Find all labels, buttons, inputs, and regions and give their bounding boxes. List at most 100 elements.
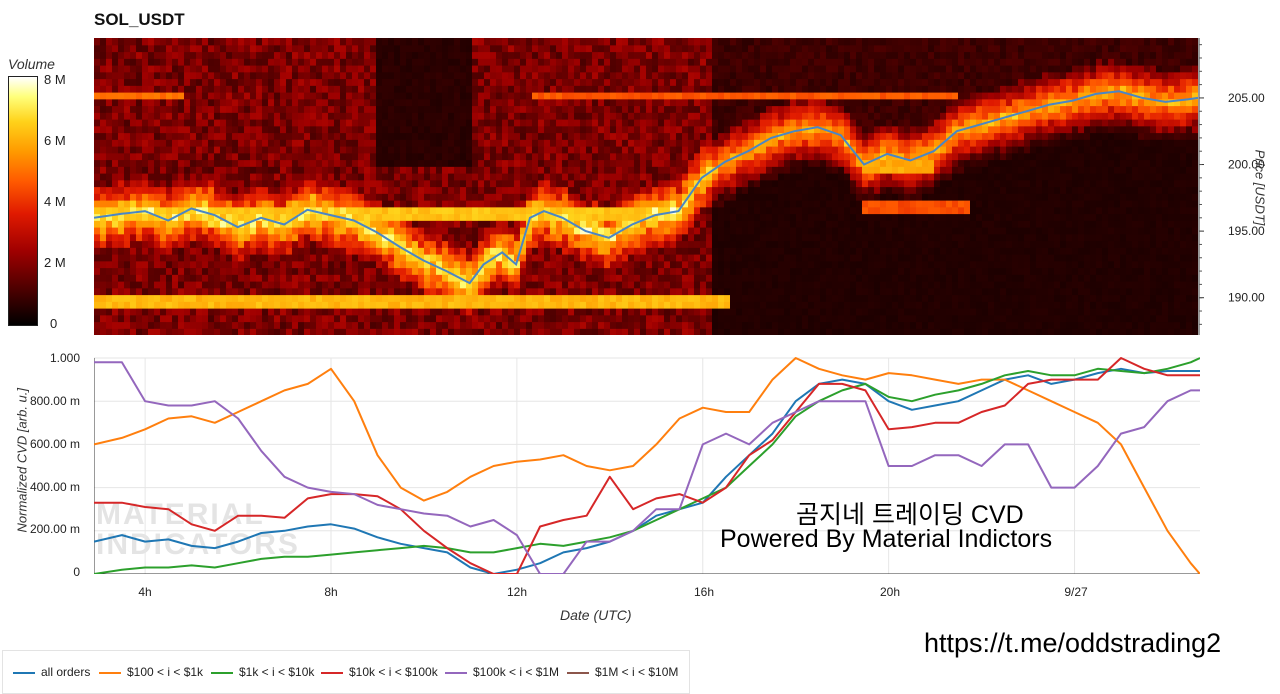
heatmap-cell xyxy=(658,254,665,262)
heatmap-cell xyxy=(742,159,749,167)
heatmap-cell xyxy=(268,274,275,282)
heatmap-cell xyxy=(238,328,245,336)
heatmap-cell xyxy=(280,112,287,120)
heatmap-cell xyxy=(316,51,323,59)
heatmap-cell xyxy=(634,220,641,228)
heatmap-cell xyxy=(748,240,755,248)
heatmap-cell xyxy=(730,247,737,255)
heatmap-cell xyxy=(646,260,653,269)
heatmap-cell xyxy=(736,105,743,113)
heatmap-cell xyxy=(640,58,647,66)
heatmap-cell xyxy=(670,260,677,269)
heatmap-cell xyxy=(370,247,377,255)
heatmap-cell xyxy=(268,65,275,73)
heatmap-cell xyxy=(166,65,173,73)
heatmap-cell xyxy=(328,112,335,120)
heatmap-cell xyxy=(490,92,497,100)
heatmap-cell xyxy=(256,240,263,248)
heatmap-cell xyxy=(400,139,407,147)
heatmap-cell xyxy=(124,98,131,107)
heatmap-cell xyxy=(346,206,353,215)
heatmap-cell xyxy=(532,58,539,66)
heatmap-cell xyxy=(328,44,335,53)
heatmap-cell xyxy=(136,146,143,154)
heatmap-cell xyxy=(100,105,107,113)
heatmap-cell xyxy=(736,44,743,53)
heatmap-cell xyxy=(298,146,305,154)
heatmap-cell xyxy=(448,254,455,262)
heatmap-cell xyxy=(760,44,767,53)
heatmap-cell xyxy=(292,260,299,269)
heatmap-cell xyxy=(292,139,299,147)
heatmap-cell xyxy=(172,240,179,248)
heatmap-cell xyxy=(484,146,491,154)
heatmap-cell xyxy=(442,308,449,316)
heatmap-cell xyxy=(424,206,431,215)
heatmap-cell xyxy=(298,51,305,59)
heatmap-cell xyxy=(106,274,113,282)
heatmap-cell xyxy=(748,220,755,228)
heatmap-cell xyxy=(262,206,269,215)
heatmap-cell xyxy=(688,321,695,329)
heatmap-cell xyxy=(154,240,161,248)
heatmap-cell xyxy=(154,308,161,316)
heatmap-cell xyxy=(658,38,665,46)
heatmap-cell xyxy=(202,112,209,120)
heatmap-cell xyxy=(250,44,257,53)
heatmap-cell xyxy=(448,294,455,302)
heatmap-cell xyxy=(496,119,503,127)
heatmap-cell xyxy=(376,119,383,127)
heatmap-cell xyxy=(406,301,413,309)
heatmap-cell xyxy=(430,44,437,53)
heatmap-cell xyxy=(202,267,209,275)
heatmap-cell xyxy=(160,132,167,140)
heatmap-cell xyxy=(244,301,251,309)
heatmap-cell xyxy=(706,125,713,134)
heatmap-cell xyxy=(544,173,551,181)
heatmap-cell xyxy=(202,287,209,296)
heatmap-cell xyxy=(532,112,539,120)
orderbook-heatmap[interactable] xyxy=(93,38,1199,336)
heatmap-cell xyxy=(112,301,119,309)
heatmap-cell xyxy=(196,105,203,113)
heatmap-cell xyxy=(670,159,677,167)
heatmap-cell xyxy=(658,173,665,181)
heatmap-cell xyxy=(292,166,299,174)
heatmap-cell xyxy=(346,308,353,316)
heatmap-cell xyxy=(580,294,587,302)
heatmap-cell xyxy=(130,260,137,269)
heatmap-cell xyxy=(514,321,521,329)
heatmap-cell xyxy=(322,92,329,100)
heatmap-cell xyxy=(178,132,185,140)
heatmap-cell xyxy=(742,152,749,161)
heatmap-cell xyxy=(466,119,473,127)
heatmap-cell xyxy=(538,267,545,275)
heatmap-cell xyxy=(250,247,257,255)
heatmap-cell xyxy=(304,247,311,255)
heatmap-cell xyxy=(478,112,485,120)
heatmap-cell xyxy=(160,294,167,302)
heatmap-cell xyxy=(646,119,653,127)
heatmap-cell xyxy=(712,65,719,73)
heatmap-cell xyxy=(748,139,755,147)
heatmap-cell xyxy=(622,38,629,46)
heatmap-cell xyxy=(184,220,191,228)
heatmap-cell xyxy=(748,58,755,66)
heatmap-cell xyxy=(676,71,683,80)
heatmap-cell xyxy=(670,44,677,53)
heatmap-cell xyxy=(172,267,179,275)
heatmap-cell xyxy=(580,146,587,154)
heatmap-cell xyxy=(370,85,377,93)
heatmap-cell xyxy=(568,38,575,46)
heatmap-cell xyxy=(226,274,233,282)
heatmap-cell xyxy=(754,213,761,221)
heatmap-cell xyxy=(244,132,251,140)
heatmap-cell xyxy=(562,294,569,302)
heatmap-cell xyxy=(634,119,641,127)
heatmap-cell xyxy=(154,51,161,59)
heatmap-cell xyxy=(202,78,209,86)
heatmap-cell xyxy=(760,132,767,140)
heatmap-cell xyxy=(478,105,485,113)
heatmap-cell xyxy=(94,233,101,242)
heatmap-cell xyxy=(160,166,167,174)
